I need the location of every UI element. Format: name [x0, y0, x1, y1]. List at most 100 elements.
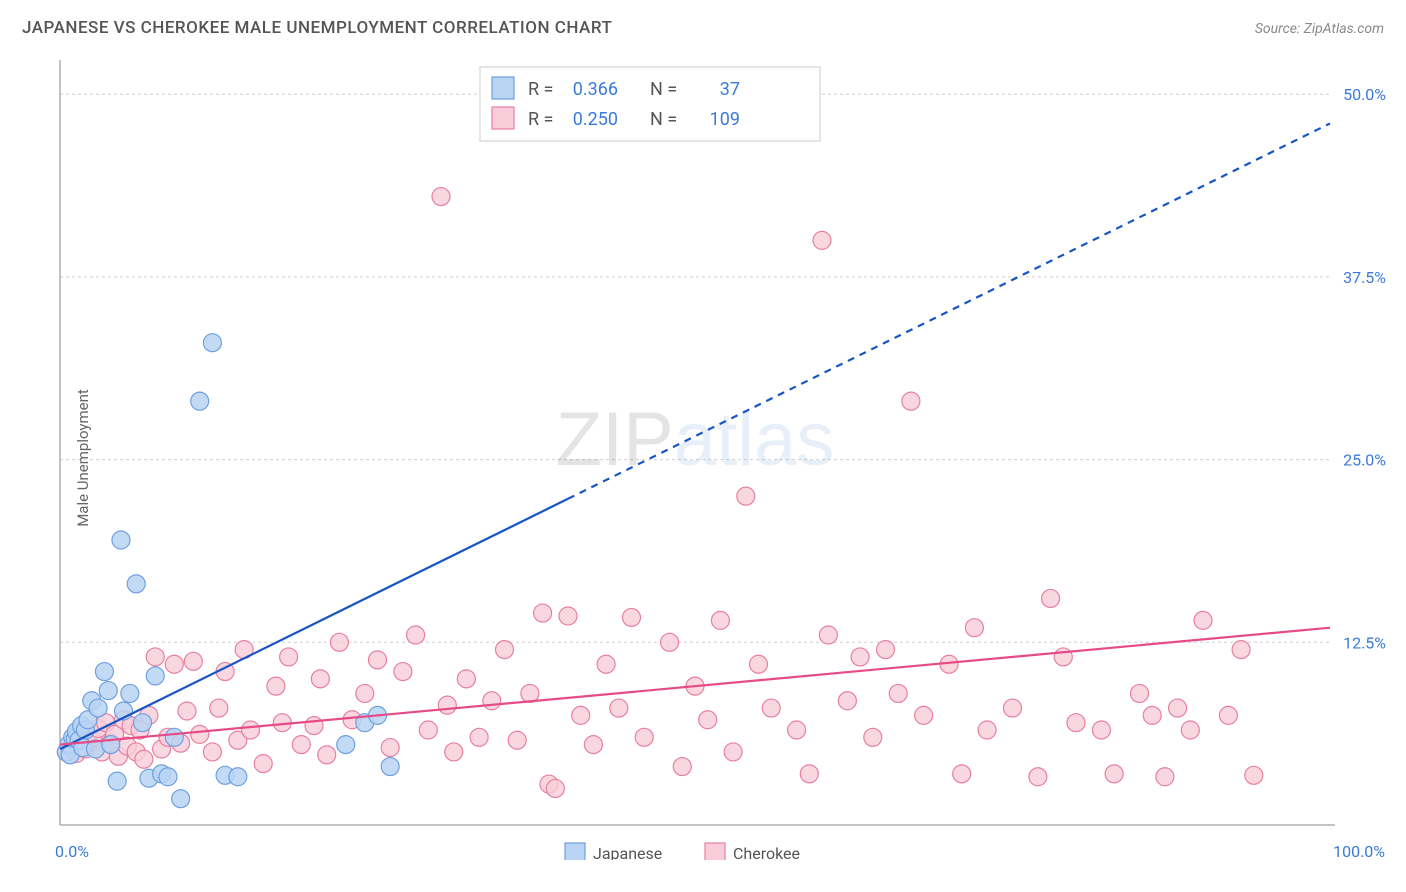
stat-n-label: N = [650, 79, 677, 100]
data-point [432, 188, 450, 206]
data-point [1169, 699, 1187, 717]
data-point [534, 604, 552, 622]
data-point [280, 648, 298, 666]
data-point [1194, 611, 1212, 629]
data-point [864, 728, 882, 746]
data-point [159, 768, 177, 786]
data-point [445, 743, 463, 761]
series-japanese [57, 334, 399, 808]
watermark: ZIPatlas [556, 397, 835, 482]
data-point [1029, 768, 1047, 786]
stat-n-value: 109 [710, 109, 740, 130]
data-point [673, 758, 691, 776]
data-point [89, 699, 107, 717]
stat-n-value: 37 [720, 79, 740, 100]
data-point [470, 728, 488, 746]
data-point [369, 651, 387, 669]
data-point [99, 682, 117, 700]
chart-title: JAPANESE VS CHEROKEE MALE UNEMPLOYMENT C… [22, 18, 612, 38]
data-point [1181, 721, 1199, 739]
y-tick-label: 12.5% [1343, 633, 1386, 652]
y-axis-label: Male Unemployment [74, 389, 92, 527]
data-point [546, 779, 564, 797]
data-point [788, 721, 806, 739]
legend-swatch [705, 843, 725, 860]
data-point [711, 611, 729, 629]
data-point [877, 641, 895, 659]
data-point [737, 487, 755, 505]
data-point [172, 790, 190, 808]
legend-swatch [492, 77, 514, 99]
stat-r-value: 0.366 [573, 79, 618, 100]
data-point [242, 721, 260, 739]
data-point [305, 717, 323, 735]
data-point [135, 750, 153, 768]
data-point [1092, 721, 1110, 739]
data-point [724, 743, 742, 761]
data-point [356, 684, 374, 702]
data-point [381, 739, 399, 757]
data-point [851, 648, 869, 666]
data-point [508, 731, 526, 749]
data-point [438, 696, 456, 714]
data-point [1131, 684, 1149, 702]
data-point [978, 721, 996, 739]
data-point [112, 531, 130, 549]
data-point [1067, 714, 1085, 732]
x-tick-label: 100.0% [1333, 842, 1385, 860]
legend-label: Cherokee [733, 844, 800, 860]
y-tick-label: 50.0% [1343, 85, 1386, 104]
data-point [146, 667, 164, 685]
data-point [1143, 706, 1161, 724]
y-tick-label: 37.5% [1343, 268, 1386, 287]
data-point [108, 772, 126, 790]
data-point [635, 728, 653, 746]
chart-source: Source: ZipAtlas.com [1255, 21, 1384, 37]
stat-n-label: N = [650, 109, 677, 130]
data-point [178, 702, 196, 720]
data-point [381, 758, 399, 776]
data-point [496, 641, 514, 659]
data-point [127, 575, 145, 593]
data-point [819, 626, 837, 644]
data-point [121, 684, 139, 702]
data-point [1245, 766, 1263, 784]
data-point [191, 725, 209, 743]
data-point [184, 652, 202, 670]
data-point [1004, 699, 1022, 717]
data-point [419, 721, 437, 739]
data-point [134, 714, 152, 732]
chart-area: Male Unemployment 12.5%25.0%37.5%50.0%0.… [50, 55, 1390, 860]
data-point [610, 699, 628, 717]
stat-r-label: R = [528, 79, 553, 100]
data-point [953, 765, 971, 783]
data-point [1232, 641, 1250, 659]
data-point [337, 736, 355, 754]
data-point [559, 607, 577, 625]
data-point [407, 626, 425, 644]
data-point [699, 711, 717, 729]
data-point [165, 728, 183, 746]
chart-header: JAPANESE VS CHEROKEE MALE UNEMPLOYMENT C… [0, 0, 1406, 44]
data-point [889, 684, 907, 702]
data-point [394, 663, 412, 681]
data-point [165, 655, 183, 673]
trend-line-dashed-japanese [568, 123, 1330, 498]
data-point [457, 670, 475, 688]
legend-swatch [492, 107, 514, 129]
data-point [210, 699, 228, 717]
data-point [597, 655, 615, 673]
data-point [915, 706, 933, 724]
stat-r-value: 0.250 [573, 109, 618, 130]
data-point [762, 699, 780, 717]
data-point [267, 677, 285, 695]
data-point [146, 648, 164, 666]
data-point [254, 755, 272, 773]
data-point [1042, 589, 1060, 607]
legend-swatch [565, 843, 585, 860]
data-point [813, 231, 831, 249]
series-cherokee [57, 188, 1262, 798]
data-point [203, 743, 221, 761]
data-point [191, 392, 209, 410]
data-point [902, 392, 920, 410]
